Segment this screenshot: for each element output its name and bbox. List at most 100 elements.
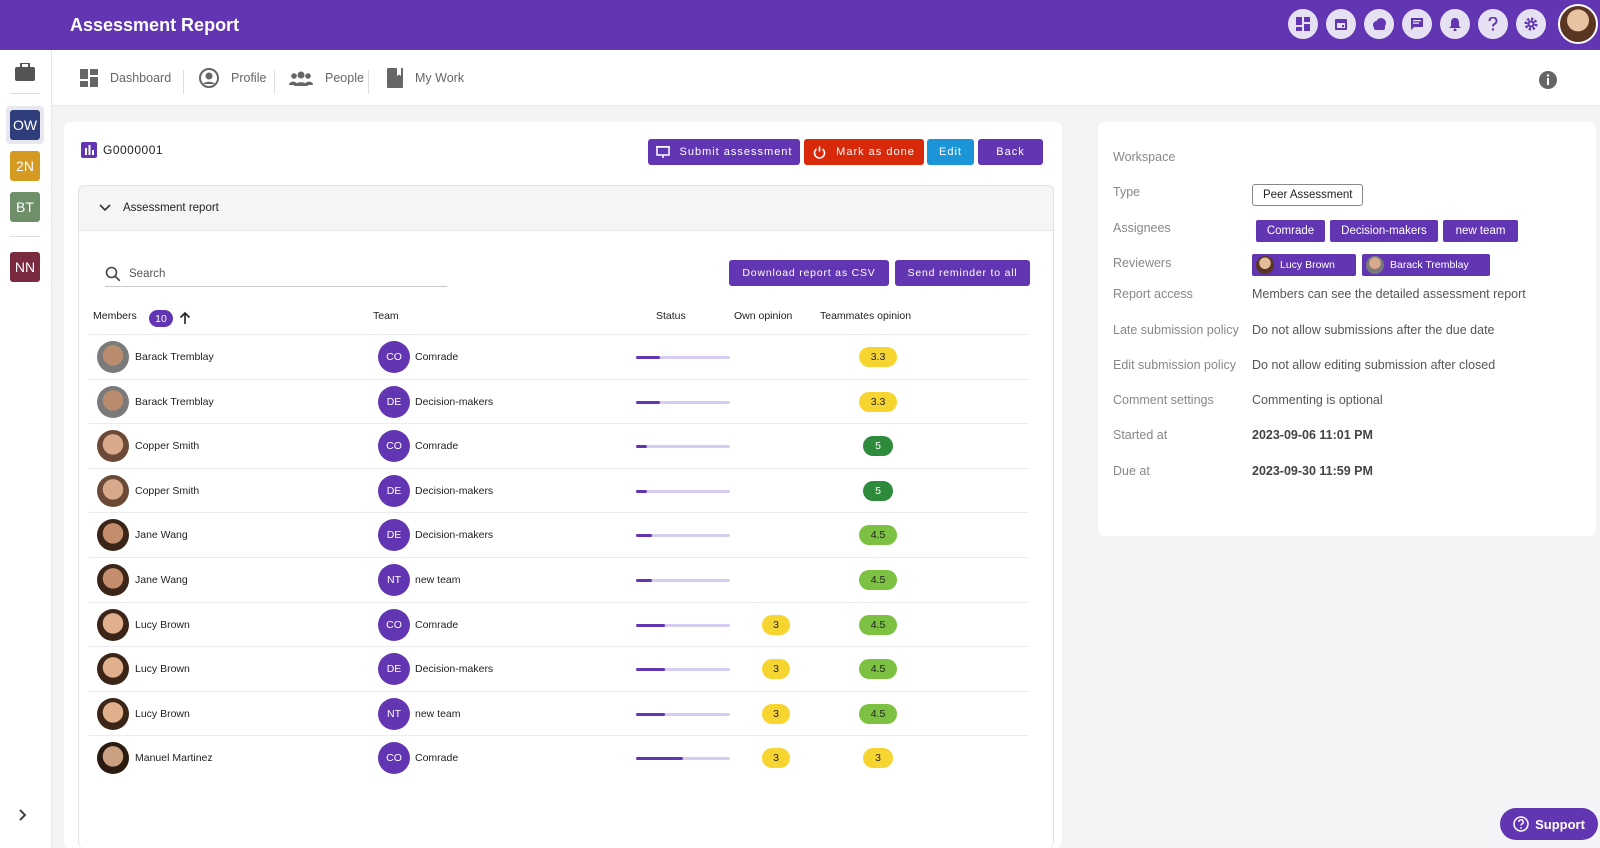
assessment-id: G0000001 xyxy=(81,142,163,158)
team-badge: NT xyxy=(378,697,410,730)
late-submission-label: Late submission policy xyxy=(1113,323,1239,337)
reviewer-tag[interactable]: Barack Tremblay xyxy=(1362,254,1490,276)
back-button[interactable]: Back xyxy=(978,139,1043,165)
status-progress-fill xyxy=(636,579,652,582)
status-progress-bar xyxy=(636,356,730,359)
help-icon[interactable] xyxy=(1478,9,1508,39)
rail-divider xyxy=(10,93,40,94)
assignee-tag[interactable]: new team xyxy=(1443,220,1518,242)
teammates-opinion-score: 3.3 xyxy=(859,391,897,412)
mark-as-done-button[interactable]: Mark as done xyxy=(804,139,924,165)
table-row[interactable]: Lucy Brown DE Decision-makers 3 4.5 xyxy=(89,646,1029,691)
nav-profile[interactable]: Profile xyxy=(199,50,266,106)
status-progress-fill xyxy=(636,356,660,359)
member-avatar xyxy=(97,608,129,641)
nav-divider xyxy=(368,70,369,94)
support-button[interactable]: Support xyxy=(1500,808,1598,840)
status-progress-bar xyxy=(636,757,730,761)
workspace-ow[interactable]: OW xyxy=(10,110,40,140)
nav-divider xyxy=(274,70,275,94)
status-progress-fill xyxy=(636,445,648,449)
table-row[interactable]: Manuel Martinez CO Comrade 3 3 xyxy=(89,735,1029,780)
top-bar: Assessment Report xyxy=(0,0,1600,50)
edit-submission-label: Edit submission policy xyxy=(1113,358,1236,372)
assessment-report-header[interactable]: Assessment report xyxy=(79,186,1053,231)
briefcase-icon[interactable] xyxy=(15,63,35,81)
workspace-rail: OW 2N BT NN xyxy=(0,50,52,848)
submit-assessment-button[interactable]: Submit assessment xyxy=(648,139,800,165)
member-avatar xyxy=(97,742,129,775)
members-column-header[interactable]: Members xyxy=(93,310,137,322)
reviewers-label: Reviewers xyxy=(1113,256,1172,270)
user-avatar[interactable] xyxy=(1558,4,1598,44)
help-circle-icon xyxy=(1513,816,1529,832)
status-progress-fill xyxy=(636,757,683,761)
status-progress-fill xyxy=(636,534,652,538)
nav-people-label: People xyxy=(325,71,364,85)
member-name: Lucy Brown xyxy=(135,707,190,720)
workspace-nn[interactable]: NN xyxy=(10,252,40,282)
teammates-opinion-score: 4.5 xyxy=(859,659,897,680)
bell-icon[interactable] xyxy=(1440,9,1470,39)
member-name: Lucy Brown xyxy=(135,618,190,631)
team-name: Decision-makers xyxy=(415,395,494,408)
workspace-bt[interactable]: BT xyxy=(10,192,40,222)
submit-assessment-label: Submit assessment xyxy=(679,146,793,158)
nav-profile-label: Profile xyxy=(231,71,267,85)
member-name: Manuel Martinez xyxy=(135,752,213,765)
assignee-tag[interactable]: Decision-makers xyxy=(1330,220,1438,242)
own-opinion-score: 3 xyxy=(762,703,790,724)
table-row[interactable]: Copper Smith DE Decision-makers 5 xyxy=(89,467,1029,513)
nav-my-work[interactable]: My Work xyxy=(387,50,464,106)
assignee-tag[interactable]: Comrade xyxy=(1256,220,1325,242)
member-avatar xyxy=(97,474,129,507)
send-reminder-button[interactable]: Send reminder to all xyxy=(895,260,1030,286)
member-avatar xyxy=(97,430,129,463)
nav-dashboard[interactable]: Dashboard xyxy=(80,50,171,106)
reviewer-name: Barack Tremblay xyxy=(1390,259,1469,271)
teammates-opinion-score: 4.5 xyxy=(859,570,897,590)
workspace-2n[interactable]: 2N xyxy=(10,151,40,181)
assessment-report-title: Assessment report xyxy=(123,202,219,214)
edit-button[interactable]: Edit xyxy=(927,139,974,165)
search-placeholder: Search xyxy=(129,267,166,280)
reviewer-name: Lucy Brown xyxy=(1280,259,1335,271)
edit-submission-value: Do not allow editing submission after cl… xyxy=(1252,358,1496,372)
nav-people[interactable]: People xyxy=(289,50,364,106)
team-name: new team xyxy=(415,574,461,586)
member-name: Copper Smith xyxy=(135,440,200,453)
chat-icon[interactable] xyxy=(1402,9,1432,39)
top-icons xyxy=(1288,4,1598,44)
search-input[interactable]: Search xyxy=(105,261,447,287)
status-progress-fill xyxy=(636,712,666,716)
status-progress-bar xyxy=(636,534,730,538)
table-row[interactable]: Lucy Brown CO Comrade 3 4.5 xyxy=(89,601,1029,647)
download-csv-button[interactable]: Download report as CSV xyxy=(729,260,889,286)
settings-icon[interactable] xyxy=(1516,9,1546,39)
team-badge: DE xyxy=(378,519,410,552)
cloud-icon[interactable] xyxy=(1364,9,1394,39)
table-row[interactable]: Copper Smith CO Comrade 5 xyxy=(89,423,1029,468)
table-row[interactable]: Jane Wang NT new team 4.5 xyxy=(89,557,1029,602)
team-badge: DE xyxy=(378,653,410,686)
reviewer-tag[interactable]: Lucy Brown xyxy=(1252,254,1356,276)
expand-rail-icon[interactable] xyxy=(18,808,28,822)
member-avatar xyxy=(97,697,129,730)
assignees-label: Assignees xyxy=(1113,221,1171,235)
team-badge: CO xyxy=(378,608,410,641)
calendar-icon[interactable] xyxy=(1326,9,1356,39)
status-column-header: Status xyxy=(656,310,686,322)
sort-arrow-up-icon[interactable] xyxy=(179,311,191,325)
member-name: Barack Tremblay xyxy=(135,395,214,408)
table-row[interactable]: Barack Tremblay CO Comrade 3.3 xyxy=(89,334,1029,379)
table-row[interactable]: Lucy Brown NT new team 3 4.5 xyxy=(89,690,1029,736)
team-name: Decision-makers xyxy=(415,663,494,676)
own-opinion-score: 3 xyxy=(762,748,790,769)
due-at-label: Due at xyxy=(1113,464,1150,478)
team-name: Comrade xyxy=(415,752,459,765)
table-row[interactable]: Jane Wang DE Decision-makers 4.5 xyxy=(89,512,1029,557)
table-row[interactable]: Barack Tremblay DE Decision-makers 3.3 xyxy=(89,378,1029,424)
info-icon[interactable] xyxy=(1538,70,1558,90)
profile-icon xyxy=(199,68,219,88)
dashboard-icon[interactable] xyxy=(1288,9,1318,39)
